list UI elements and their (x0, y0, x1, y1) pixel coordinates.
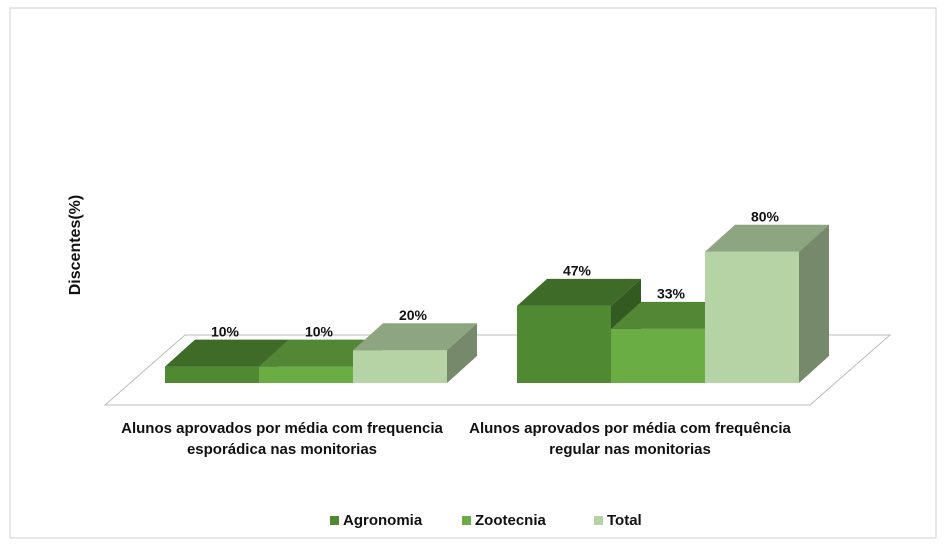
bar-front (705, 251, 799, 383)
bar-front (611, 328, 705, 383)
bar (705, 224, 829, 383)
legend-swatch (330, 516, 339, 525)
legend-label: Total (607, 512, 642, 529)
data-label: 33% (657, 286, 686, 302)
bar (353, 323, 477, 383)
legend-swatch (594, 516, 603, 525)
bar-top (517, 278, 641, 306)
bar-side (799, 224, 829, 383)
x-tick-label: Alunos aprovados por média com frequênci… (469, 420, 791, 458)
data-label: 80% (751, 209, 780, 225)
y-axis-label: Discentes(%) (67, 195, 84, 295)
data-label: 10% (211, 323, 240, 339)
bar-front (259, 366, 353, 383)
legend-swatch (462, 516, 471, 525)
bar-side (447, 323, 477, 383)
bar-front (353, 350, 447, 383)
data-label: 10% (305, 323, 334, 339)
bar-top (353, 323, 477, 351)
x-tick-label: Alunos aprovados por média com frequenci… (121, 420, 443, 458)
bar-top (611, 301, 735, 329)
bar-top (259, 339, 383, 367)
legend-label: Zootecnia (475, 512, 546, 529)
legend-label: Agronomia (343, 512, 423, 529)
data-label: 20% (399, 307, 428, 323)
bar-top (165, 339, 289, 367)
bar-front (517, 305, 611, 383)
data-label: 47% (563, 263, 592, 279)
bar-front (165, 366, 259, 383)
bar-top (705, 224, 829, 252)
